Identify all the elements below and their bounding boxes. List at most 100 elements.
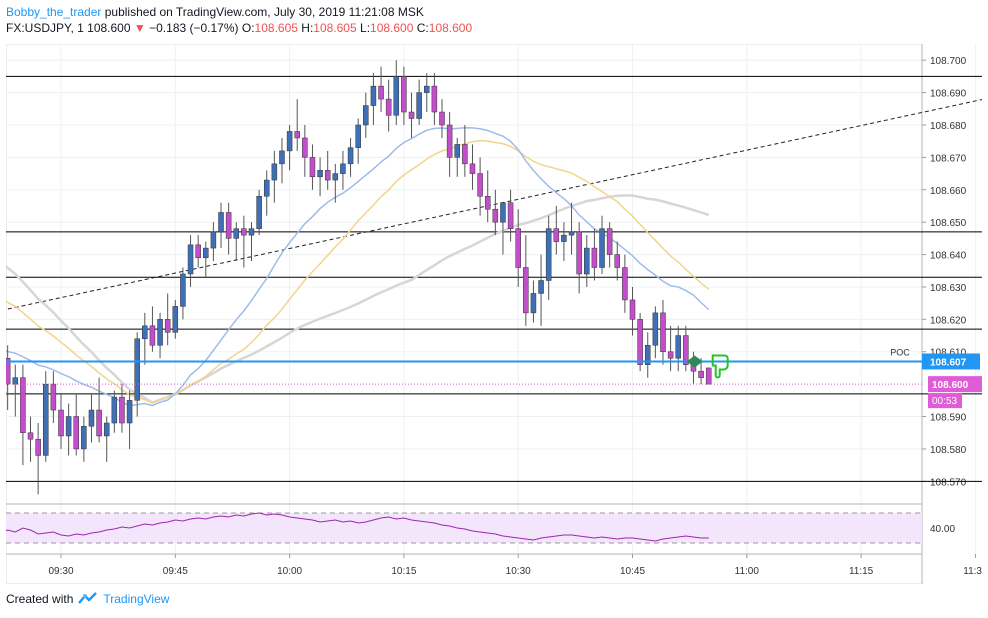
candle-body xyxy=(446,124,453,158)
candle-body xyxy=(629,299,636,320)
candle-body xyxy=(233,228,240,239)
candle-down xyxy=(401,66,407,125)
candle-body xyxy=(462,144,468,165)
candle-up xyxy=(393,60,400,125)
signal-arrow-icon xyxy=(686,355,703,368)
candle-down xyxy=(225,202,232,255)
candle-body xyxy=(553,228,560,242)
poc-label: POC xyxy=(890,347,910,357)
price-tick-label: 108.660 xyxy=(930,186,967,197)
tradingview-brand[interactable]: TradingView xyxy=(103,592,170,606)
candle-down xyxy=(4,345,11,411)
candle-body xyxy=(568,231,575,236)
candle-body xyxy=(637,319,643,365)
candle-up xyxy=(416,79,422,125)
candle-up xyxy=(370,73,377,125)
candle-up xyxy=(134,332,140,417)
time-tick-label: 10:15 xyxy=(391,566,416,577)
candle-body xyxy=(195,244,201,259)
poc-price-value: 108.607 xyxy=(930,357,967,368)
tradingview-logo-icon xyxy=(78,592,98,604)
candle-down xyxy=(50,371,57,424)
price-tick-label: 108.570 xyxy=(930,477,967,488)
candle-body xyxy=(340,163,346,174)
candle-down xyxy=(294,99,300,151)
candle-body xyxy=(644,345,651,365)
publish-info: published on TradingView.com, July 30, 2… xyxy=(101,5,424,19)
candle-down xyxy=(614,241,621,281)
candle-down xyxy=(660,299,666,365)
time-tick-label: 11:15 xyxy=(849,566,874,577)
candle-up xyxy=(126,390,133,449)
candle-body xyxy=(263,179,270,197)
candle-body xyxy=(286,131,293,152)
candle-body xyxy=(584,247,590,275)
candle-up xyxy=(568,202,575,255)
price-tick-label: 108.620 xyxy=(930,315,967,326)
candle-body xyxy=(241,228,247,236)
candle-body xyxy=(111,396,118,424)
plot-background xyxy=(5,43,923,585)
poc-price-tag xyxy=(922,353,980,370)
candle-up xyxy=(65,403,72,456)
candle-up xyxy=(599,215,605,274)
candle-up xyxy=(103,416,110,462)
candle-body xyxy=(58,409,64,437)
open-label: O: xyxy=(241,21,255,35)
candle-body xyxy=(309,157,316,178)
candle-down xyxy=(462,124,468,177)
candle-down xyxy=(606,222,613,268)
candle-up xyxy=(538,254,544,326)
candle-body xyxy=(606,228,613,255)
rsi-band xyxy=(6,513,922,543)
candle-down xyxy=(439,99,445,138)
candle-body xyxy=(248,228,255,236)
candle-down xyxy=(683,325,689,372)
candle-body xyxy=(164,319,171,333)
candle-body xyxy=(591,247,598,268)
close-label: C: xyxy=(416,21,429,35)
time-tick-label: 11:00 xyxy=(735,566,760,577)
candle-down xyxy=(27,416,34,462)
candle-down xyxy=(484,170,491,223)
candle-body xyxy=(576,231,582,275)
candle-body xyxy=(332,173,339,181)
candle-body xyxy=(469,163,476,174)
candle-body xyxy=(157,319,163,346)
candle-body xyxy=(50,383,57,411)
candle-down xyxy=(515,209,521,287)
candle-down xyxy=(591,228,598,281)
candle-up xyxy=(340,150,346,190)
rsi-line xyxy=(0,512,709,542)
candle-down xyxy=(302,124,308,177)
candle-down xyxy=(96,377,102,443)
time-tick-label: 10:45 xyxy=(620,566,645,577)
author-link[interactable]: Bobby_the_trader xyxy=(6,5,102,19)
thumbs-down-icon xyxy=(711,354,729,379)
candle-body xyxy=(324,170,331,181)
price-tick-label: 108.630 xyxy=(930,283,967,294)
footer: Created with TradingView xyxy=(6,592,169,606)
candle-body xyxy=(142,325,148,340)
candle-body xyxy=(203,247,209,259)
dashed-trendline xyxy=(0,97,988,312)
candle-down xyxy=(241,215,247,268)
candle-body xyxy=(424,85,430,93)
time-tick-label: 09:45 xyxy=(163,566,188,577)
last-price-value: 108.600 xyxy=(932,380,969,391)
price-chart[interactable]: 108.700 108.690 108.680 108.670 108.660 108.6… xyxy=(0,43,988,585)
candle-body xyxy=(73,416,79,450)
candle-up xyxy=(111,390,118,433)
publish-line: Bobby_the_trader published on TradingVie… xyxy=(6,4,472,20)
ohlc-line: FX:USDJPY, 1 108.600 ▼ −0.183 (−0.17%) O… xyxy=(6,20,472,36)
candle-body xyxy=(317,170,323,178)
candle-down xyxy=(667,325,674,372)
chart-area[interactable]: 108.700 108.690 108.680 108.670 108.660 108.6… xyxy=(0,43,988,585)
price-tick-label: 108.590 xyxy=(930,413,967,424)
rsi-tick-label: 40.00 xyxy=(930,524,955,535)
ma-gray-line xyxy=(0,194,710,405)
candle-body xyxy=(210,231,217,249)
candle-body xyxy=(675,335,681,359)
candle-body xyxy=(43,383,49,456)
candle-body xyxy=(705,367,712,385)
